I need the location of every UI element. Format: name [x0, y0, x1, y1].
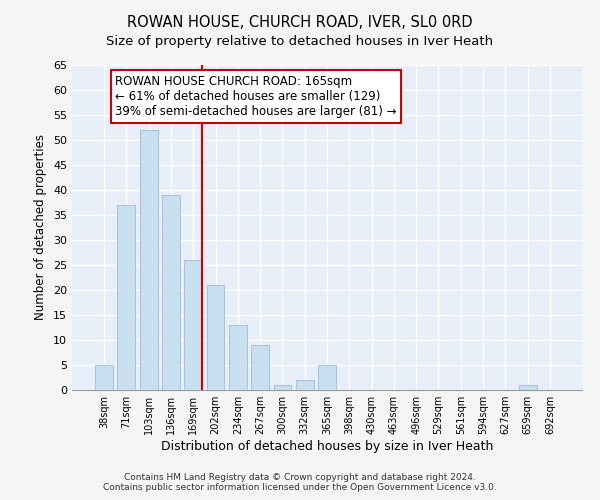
- Bar: [274, 385, 292, 390]
- Bar: [140, 130, 158, 390]
- Bar: [229, 325, 247, 390]
- Bar: [206, 285, 224, 390]
- Text: Contains HM Land Registry data © Crown copyright and database right 2024.
Contai: Contains HM Land Registry data © Crown c…: [103, 473, 497, 492]
- Bar: [518, 385, 536, 390]
- Text: ROWAN HOUSE, CHURCH ROAD, IVER, SL0 0RD: ROWAN HOUSE, CHURCH ROAD, IVER, SL0 0RD: [127, 15, 473, 30]
- X-axis label: Distribution of detached houses by size in Iver Heath: Distribution of detached houses by size …: [161, 440, 493, 453]
- Bar: [318, 365, 336, 390]
- Bar: [296, 380, 314, 390]
- Bar: [162, 195, 180, 390]
- Bar: [184, 260, 202, 390]
- Text: ROWAN HOUSE CHURCH ROAD: 165sqm
← 61% of detached houses are smaller (129)
39% o: ROWAN HOUSE CHURCH ROAD: 165sqm ← 61% of…: [115, 75, 397, 118]
- Bar: [118, 205, 136, 390]
- Y-axis label: Number of detached properties: Number of detached properties: [34, 134, 47, 320]
- Bar: [251, 345, 269, 390]
- Text: Size of property relative to detached houses in Iver Heath: Size of property relative to detached ho…: [106, 35, 494, 48]
- Bar: [95, 365, 113, 390]
